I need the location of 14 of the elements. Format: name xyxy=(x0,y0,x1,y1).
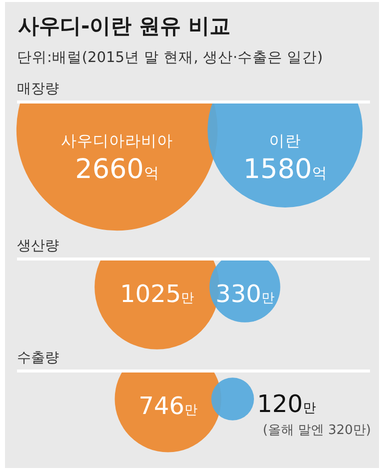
data-label: 1025만 xyxy=(120,280,194,308)
text: (올해 말엔 320만) xyxy=(262,423,371,438)
category-label: 사우디아라비아 xyxy=(61,132,173,150)
category-label: 이란 xyxy=(269,132,302,150)
text: 생산량 xyxy=(17,238,59,254)
data-label: 746만 xyxy=(138,392,198,420)
data-label: 330만 xyxy=(215,280,274,308)
data-label: 120만 xyxy=(256,390,316,418)
text: 단위:배럴(2015년 말 현재, 생산·수출은 일간) xyxy=(17,50,323,66)
text: 사우디-이란 원유 비교 xyxy=(18,14,230,38)
text: 매장량 xyxy=(17,81,59,97)
data-label: 1580억 xyxy=(243,154,327,185)
text: 수출량 xyxy=(17,350,59,366)
data-label: 2660억 xyxy=(75,154,159,185)
